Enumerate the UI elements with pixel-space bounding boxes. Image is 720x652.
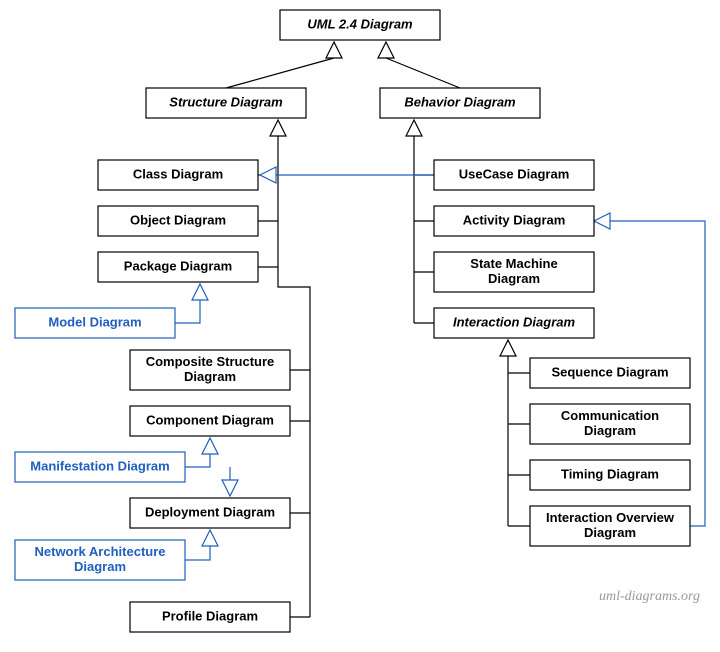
node-label: Diagram [488,271,540,286]
node-behavior: Behavior Diagram [380,88,540,118]
node-label: Component Diagram [146,412,274,427]
node-label: Deployment Diagram [145,504,275,519]
node-object: Object Diagram [98,206,258,236]
node-intover: Interaction OverviewDiagram [530,506,690,546]
node-label: Profile Diagram [162,608,258,623]
node-label: Activity Diagram [463,212,566,227]
node-label: Diagram [584,525,636,540]
node-class: Class Diagram [98,160,258,190]
node-manifest: Manifestation Diagram [15,452,185,482]
node-label: Object Diagram [130,212,226,227]
node-label: Behavior Diagram [404,94,516,109]
node-label: Diagram [74,559,126,574]
node-label: Interaction Overview [546,510,675,525]
node-deployment: Deployment Diagram [130,498,290,528]
node-label: Diagram [584,423,636,438]
node-package: Package Diagram [98,252,258,282]
node-timing: Timing Diagram [530,460,690,490]
node-network: Network ArchitectureDiagram [15,540,185,580]
node-label: Class Diagram [133,166,223,181]
node-label: UseCase Diagram [459,166,570,181]
node-label: Manifestation Diagram [30,458,169,473]
node-label: Composite Structure [146,354,275,369]
node-model: Model Diagram [15,308,175,338]
uml-hierarchy-diagram: UML 2.4 Diagram Structure Diagram Behavior… [0,0,720,652]
node-label: Network Architecture [35,544,166,559]
node-label: Interaction Diagram [453,314,576,329]
node-label: Diagram [184,369,236,384]
node-label: Communication [561,408,659,423]
node-structure: Structure Diagram [146,88,306,118]
node-root: UML 2.4 Diagram [280,10,440,40]
node-label: Structure Diagram [169,94,283,109]
node-label: UML 2.4 Diagram [307,16,413,31]
node-label: State Machine [470,256,557,271]
node-component: Component Diagram [130,406,290,436]
node-profile: Profile Diagram [130,602,290,632]
node-usecase: UseCase Diagram [434,160,594,190]
node-sequence: Sequence Diagram [530,358,690,388]
node-label: Model Diagram [48,314,141,329]
node-label: Package Diagram [124,258,232,273]
watermark: uml-diagrams.org [599,589,700,604]
node-interaction: Interaction Diagram [434,308,594,338]
node-composite: Composite StructureDiagram [130,350,290,390]
node-label: Timing Diagram [561,466,659,481]
node-communication: CommunicationDiagram [530,404,690,444]
node-activity: Activity Diagram [434,206,594,236]
node-statemach: State MachineDiagram [434,252,594,292]
node-label: Sequence Diagram [551,364,668,379]
